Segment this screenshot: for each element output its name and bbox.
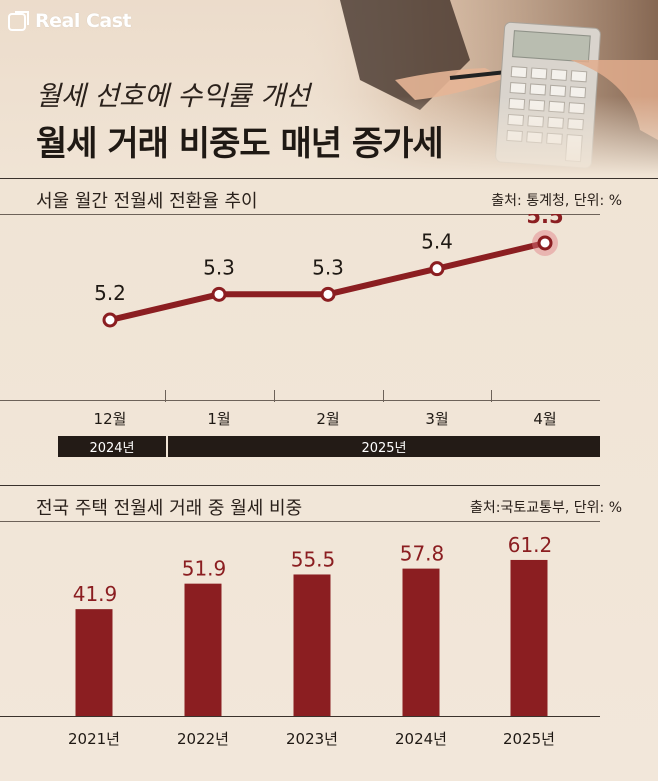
bar-chart: 41.9 51.9 55.5 57.8 61.2 — [73, 533, 553, 716]
data-label: 5.4 — [421, 230, 453, 254]
bar-section-top-rule — [0, 485, 600, 486]
data-label: 5.2 — [94, 281, 126, 305]
calculator-photo — [300, 0, 658, 175]
x-tick-label: 2024년 — [395, 730, 447, 748]
brand-logo: Real Cast — [8, 10, 132, 32]
line-chart-title: 서울 월간 전월세 전환율 추이 — [36, 191, 258, 212]
data-point — [320, 286, 336, 302]
x-tick-label: 2월 — [316, 410, 340, 428]
x-tick-label: 2025년 — [503, 730, 555, 748]
bar-chart-source: 출처:국토교통부, 단위: % — [469, 500, 622, 516]
year-band: 2025년 — [168, 436, 600, 457]
bar — [75, 609, 113, 716]
line-section-bottom-rule — [0, 214, 600, 215]
bar — [184, 583, 222, 716]
year-band: 2024년 — [58, 436, 166, 457]
axis-divider — [383, 390, 384, 402]
data-point — [102, 312, 118, 328]
bar-value-label: 41.9 — [73, 582, 118, 606]
bar-value-label: 55.5 — [291, 547, 336, 571]
data-point — [211, 286, 227, 302]
line-section-top-rule — [0, 178, 658, 179]
x-tick-label: 4월 — [533, 410, 557, 428]
data-label: 5.3 — [312, 255, 344, 279]
line-chart-source: 출처: 통계청, 단위: % — [491, 193, 622, 209]
line-chart: 5.2 5.3 5.3 5.4 5.5 — [94, 214, 564, 328]
line-axis-rule — [0, 400, 600, 401]
bar-value-label: 51.9 — [182, 557, 227, 581]
page-title: 월세 거래 비중도 매년 증가세 — [36, 124, 444, 164]
x-tick-label: 3월 — [425, 410, 449, 428]
x-tick-label: 12월 — [93, 410, 127, 428]
axis-divider — [165, 390, 166, 402]
x-tick-label: 2022년 — [177, 730, 229, 748]
x-tick-label: 2021년 — [68, 730, 120, 748]
data-point — [537, 235, 553, 251]
data-label: 5.3 — [203, 255, 235, 279]
bar — [510, 559, 548, 716]
axis-divider — [491, 390, 492, 402]
bar — [402, 568, 440, 716]
bar-value-label: 57.8 — [400, 542, 445, 566]
x-tick-label: 1월 — [207, 410, 231, 428]
axis-divider — [274, 390, 275, 402]
bar-value-label: 61.2 — [508, 533, 553, 557]
bar-section-bottom-rule — [0, 521, 600, 522]
x-tick-label: 2023년 — [286, 730, 338, 748]
header-subtitle: 월세 선호에 수익률 개선 — [36, 81, 311, 112]
bar-axis-rule — [0, 716, 600, 717]
bar-chart-title: 전국 주택 전월세 거래 중 월세 비중 — [36, 498, 303, 519]
brand-name: Real Cast — [35, 10, 132, 32]
data-label: 5.5 — [526, 214, 563, 228]
brand-icon — [8, 11, 29, 31]
data-point — [429, 261, 445, 277]
bar — [293, 574, 331, 716]
